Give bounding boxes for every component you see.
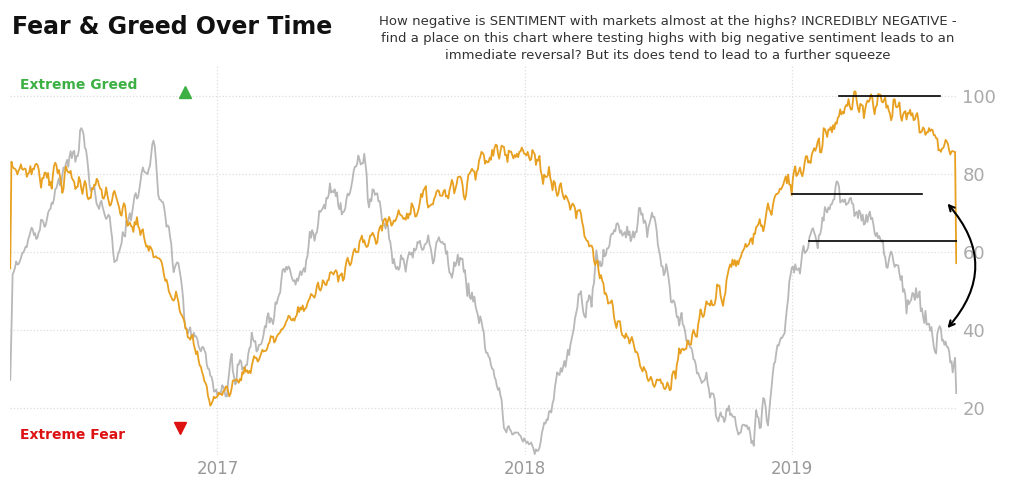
Text: How negative is SENTIMENT with markets almost at the highs? INCREDIBLY NEGATIVE : How negative is SENTIMENT with markets a… xyxy=(379,15,956,62)
Text: Extreme Fear: Extreme Fear xyxy=(19,428,125,442)
Text: Fear & Greed Over Time: Fear & Greed Over Time xyxy=(12,15,333,39)
Text: Extreme Greed: Extreme Greed xyxy=(19,78,137,92)
